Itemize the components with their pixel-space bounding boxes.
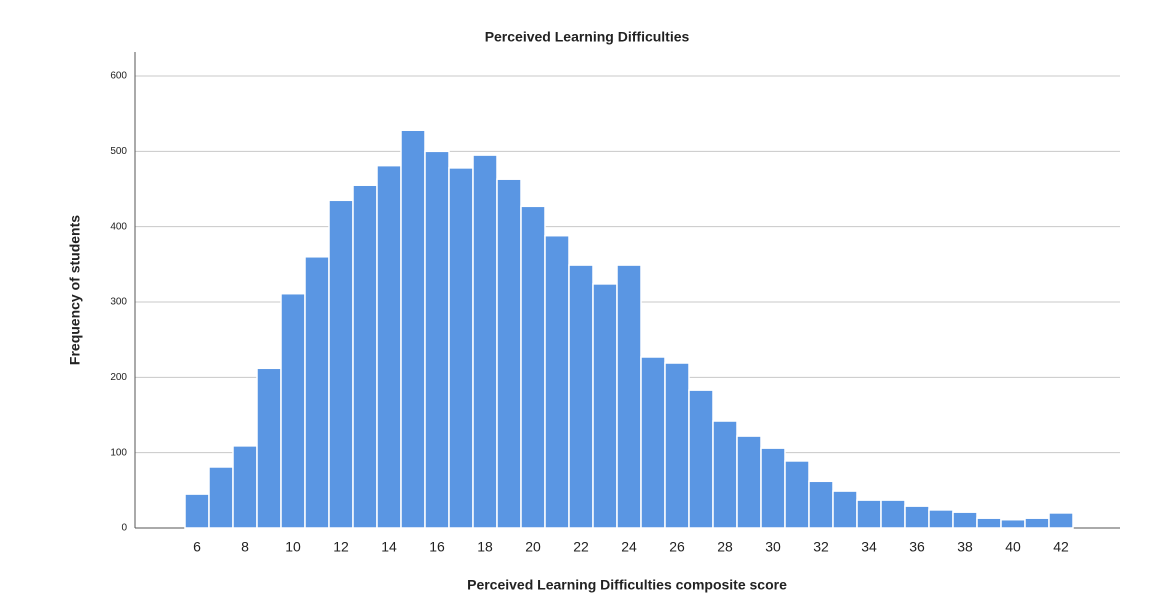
bar xyxy=(1048,512,1074,529)
bar xyxy=(184,493,210,529)
bar xyxy=(472,154,498,529)
x-tick-label: 6 xyxy=(193,539,201,555)
x-tick-label: 10 xyxy=(285,539,301,555)
bar xyxy=(304,256,330,529)
bar xyxy=(784,460,810,529)
bar xyxy=(856,499,882,529)
x-tick-label: 16 xyxy=(429,539,445,555)
x-tick-label: 26 xyxy=(669,539,685,555)
y-tick-label: 400 xyxy=(110,221,127,232)
bar xyxy=(568,264,594,529)
x-tick-label: 24 xyxy=(621,539,637,555)
x-tick-label: 40 xyxy=(1005,539,1021,555)
bar xyxy=(880,499,906,529)
bar xyxy=(424,150,450,529)
bar xyxy=(448,167,474,529)
x-tick-label: 20 xyxy=(525,539,541,555)
bar xyxy=(952,511,978,529)
bar xyxy=(976,517,1002,529)
y-tick-label: 600 xyxy=(110,71,127,82)
x-tick-label: 32 xyxy=(813,539,829,555)
bar xyxy=(640,356,666,529)
x-tick-label: 36 xyxy=(909,539,925,555)
bar xyxy=(328,199,354,529)
y-tick-label: 0 xyxy=(121,523,127,534)
bar xyxy=(256,367,282,529)
bar xyxy=(1000,518,1026,529)
bar xyxy=(760,447,786,529)
bar xyxy=(616,264,642,529)
bar xyxy=(664,362,690,529)
x-tick-label: 34 xyxy=(861,539,877,555)
bar xyxy=(712,420,738,529)
y-axis-label: Frequency of students xyxy=(67,215,83,365)
y-tick-label: 100 xyxy=(110,447,127,458)
bar xyxy=(520,205,546,529)
bar xyxy=(376,164,402,529)
bar xyxy=(1024,517,1050,529)
x-tick-label: 22 xyxy=(573,539,589,555)
bar xyxy=(280,292,306,529)
x-tick-label: 14 xyxy=(381,539,397,555)
bar xyxy=(544,234,570,529)
bar xyxy=(208,466,234,529)
x-tick-label: 8 xyxy=(241,539,249,555)
bar xyxy=(904,505,930,529)
x-tick-label: 12 xyxy=(333,539,349,555)
x-axis-label: Perceived Learning Difficulties composit… xyxy=(467,577,787,593)
bar xyxy=(496,178,522,529)
x-tick-label: 42 xyxy=(1053,539,1069,555)
y-tick-label: 200 xyxy=(110,372,127,383)
bar xyxy=(808,480,834,529)
bar xyxy=(592,283,618,529)
chart-title: Perceived Learning Difficulties xyxy=(485,29,690,45)
x-tick-label: 18 xyxy=(477,539,493,555)
x-tick-label: 30 xyxy=(765,539,781,555)
y-tick-label: 500 xyxy=(110,146,127,157)
bar xyxy=(400,129,426,529)
bar xyxy=(688,389,714,529)
bar xyxy=(832,490,858,529)
y-tick-label: 300 xyxy=(110,297,127,308)
bar xyxy=(352,184,378,529)
bar xyxy=(736,435,762,529)
bar xyxy=(928,509,954,529)
x-tick-label: 28 xyxy=(717,539,733,555)
bar xyxy=(232,445,258,529)
x-tick-label: 38 xyxy=(957,539,973,555)
